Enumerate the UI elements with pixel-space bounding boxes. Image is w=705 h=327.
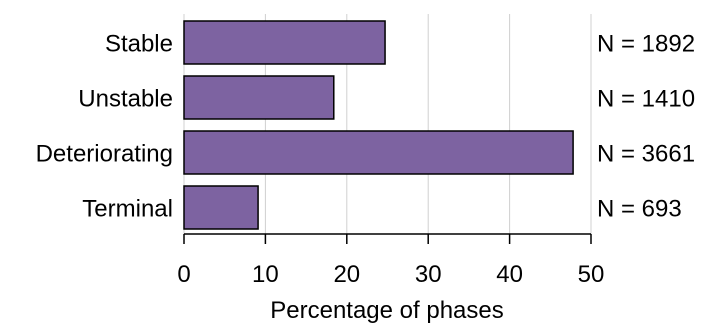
x-axis: 0 10 20 30 40 50 [177, 234, 604, 288]
x-axis-title: Percentage of phases [270, 297, 504, 324]
category-label: Terminal [82, 196, 173, 223]
category-label: Unstable [78, 86, 173, 113]
x-tick-label: 20 [333, 261, 360, 288]
x-tick-label: 0 [177, 261, 190, 288]
bars [184, 21, 573, 229]
count-annotation: N = 3661 [597, 141, 695, 168]
category-label: Stable [105, 31, 173, 58]
bar [184, 186, 258, 229]
x-ticks: 0 10 20 30 40 50 [177, 234, 604, 288]
bar [184, 131, 573, 174]
category-label: Deteriorating [36, 141, 173, 168]
category-labels: Stable Unstable Deteriorating Terminal [36, 31, 173, 223]
x-tick-label: 50 [578, 261, 605, 288]
x-tick-label: 30 [415, 261, 442, 288]
count-annotations: N = 1892 N = 1410 N = 3661 N = 693 [597, 31, 695, 223]
count-annotation: N = 1410 [597, 86, 695, 113]
x-tick-label: 10 [252, 261, 279, 288]
bar [184, 21, 385, 64]
bar [184, 76, 334, 119]
count-annotation: N = 1892 [597, 31, 695, 58]
count-annotation: N = 693 [597, 196, 682, 223]
x-tick-label: 40 [496, 261, 523, 288]
